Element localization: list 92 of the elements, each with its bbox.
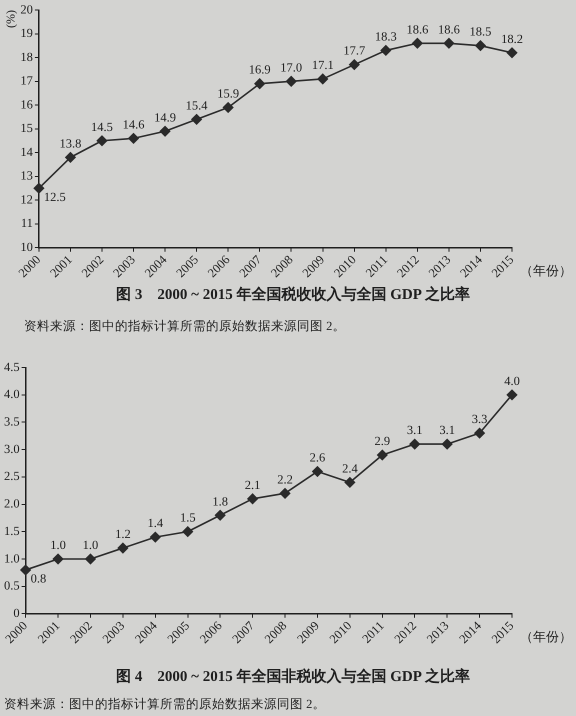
data-label: 0.8 [30, 571, 46, 586]
point [506, 390, 518, 400]
point [442, 438, 452, 450]
data-label: 4.0 [504, 374, 520, 388]
point [214, 510, 226, 521]
y-tick-label: 18 [20, 50, 33, 64]
point [286, 76, 297, 87]
text: 资料来源：图中的指标计算所需的原始数据来源同图 2。 [23, 318, 346, 334]
point [380, 45, 392, 56]
point [254, 78, 265, 89]
data-label: 17.0 [280, 60, 302, 74]
point [20, 564, 31, 576]
y-tick-label: 14 [20, 144, 34, 159]
data-label: 14.5 [91, 120, 113, 134]
data-label: 3.1 [439, 423, 455, 438]
y-tick-label: 12 [20, 192, 33, 206]
data-label: 3.3 [472, 412, 488, 426]
data-label: 2.1 [244, 478, 260, 492]
y-tick-label: 1.5 [4, 524, 20, 538]
data-label: 1.5 [180, 510, 196, 525]
data-label: 2.9 [374, 434, 390, 448]
data-label: 13.8 [60, 136, 82, 150]
data-label: 1.8 [212, 494, 228, 508]
point [344, 477, 356, 488]
point [506, 47, 518, 58]
y-tick-label: 13 [20, 168, 33, 183]
x-axis-title: （年份） [520, 629, 572, 644]
point [182, 526, 194, 537]
data-label: 14.6 [122, 117, 144, 132]
text: 图 4 2000 ~ 2015 年全国非税收入与全国 GDP 之比率 [115, 668, 471, 686]
point [34, 182, 44, 194]
data-label: 14.9 [154, 110, 176, 124]
y-tick-label: 17 [20, 74, 33, 88]
y-tick-label: 16 [20, 97, 33, 112]
point [312, 466, 323, 477]
text: 图 3 2000 ~ 2015 年全国税收收入与全国 GDP 之比率 [115, 286, 471, 304]
data-label: 1.0 [82, 538, 98, 552]
point [349, 59, 360, 70]
data-label: 18.5 [470, 24, 492, 39]
data-label: 16.9 [248, 62, 271, 77]
point [280, 488, 290, 499]
data-label: 18.6 [406, 22, 428, 36]
point [317, 74, 328, 84]
y-tick-label: 15 [20, 121, 33, 136]
point [96, 135, 108, 146]
point [52, 554, 64, 564]
y-tick-label: 1.0 [4, 551, 20, 566]
point [65, 152, 76, 163]
point [150, 532, 161, 542]
data-label: 12.5 [44, 190, 66, 204]
data-label: 17.1 [312, 58, 334, 72]
data-label: 18.6 [438, 22, 460, 36]
data-label: 18.2 [501, 32, 523, 46]
data-label: 17.7 [343, 44, 366, 58]
y-tick-label: 11 [20, 216, 33, 230]
y-tick-label: 0 [13, 606, 20, 620]
y-tick-label: 19 [20, 26, 33, 40]
data-label: 15.4 [186, 98, 208, 112]
y-tick-label: 20 [20, 2, 33, 16]
y-tick-label: 4.0 [4, 387, 20, 402]
y-tick-label: 2.0 [4, 496, 20, 511]
y-tick-label: 0.5 [4, 578, 20, 593]
point [160, 126, 170, 137]
y-tick-label: 3.5 [4, 414, 20, 428]
data-label: 1.2 [115, 527, 131, 542]
y-tick-label: 10 [20, 240, 33, 254]
y-tick-label: 3.0 [4, 442, 20, 456]
data-label: 18.3 [374, 29, 397, 44]
point [444, 38, 454, 49]
data-label: 3.1 [406, 423, 423, 438]
point [474, 428, 485, 438]
y-axis-title: (%) [3, 10, 18, 28]
data-label: 1.4 [148, 516, 164, 530]
point [247, 494, 258, 504]
point [85, 554, 96, 564]
point [128, 133, 139, 144]
point [118, 542, 128, 554]
point [191, 114, 202, 125]
point [409, 438, 420, 450]
y-tick-label: 2.5 [4, 469, 20, 484]
data-label: 2.4 [342, 461, 358, 476]
data-label: 15.9 [217, 86, 240, 100]
x-axis-title: （年份） [520, 263, 572, 278]
point [475, 40, 486, 51]
data-label: 2.6 [310, 450, 326, 464]
point [222, 102, 234, 113]
point [412, 38, 423, 49]
text: 资料来源：图中的指标计算所需的原始数据来源同图 2。 [3, 696, 326, 712]
y-tick-label: 4.5 [4, 360, 20, 374]
data-label: 1.0 [50, 538, 66, 552]
data-label: 2.2 [277, 472, 293, 486]
point [377, 450, 388, 460]
